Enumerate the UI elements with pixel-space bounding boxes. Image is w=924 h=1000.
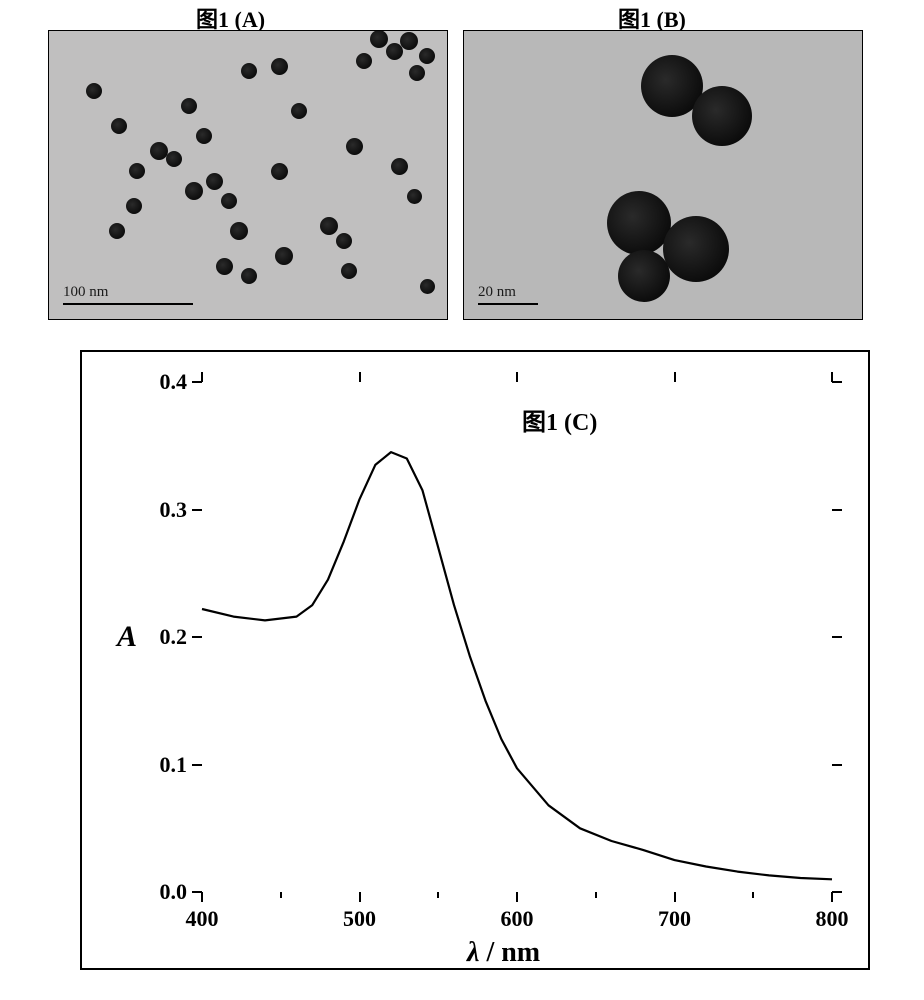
y-tick-right — [832, 636, 842, 638]
nanoparticle — [111, 118, 127, 134]
nanoparticle — [185, 182, 203, 200]
micrograph-b: 20 nm — [463, 30, 863, 320]
scalebar-b-line — [478, 303, 538, 305]
y-tick-label: 0.1 — [142, 752, 187, 778]
y-tick-right — [832, 381, 842, 383]
nanoparticle — [271, 58, 288, 75]
nanoparticle — [241, 63, 257, 79]
x-minor-tick — [437, 892, 439, 898]
scalebar-a-label: 100 nm — [63, 284, 193, 301]
x-tick — [831, 892, 833, 902]
y-tick-right — [832, 891, 842, 893]
nanoparticle — [291, 103, 307, 119]
x-tick — [674, 892, 676, 902]
x-tick-label: 800 — [816, 906, 849, 932]
y-tick — [192, 891, 202, 893]
nanoparticle — [419, 48, 435, 64]
nanoparticle — [341, 263, 357, 279]
x-tick-label: 600 — [501, 906, 534, 932]
plot-area: 4005006007008000.00.10.20.30.4 — [202, 382, 832, 892]
nanoparticle — [181, 98, 197, 114]
nanoparticle — [400, 32, 418, 50]
nanoparticle — [166, 151, 182, 167]
x-tick — [201, 892, 203, 902]
absorbance-curve — [202, 452, 832, 879]
y-tick — [192, 764, 202, 766]
x-tick-top — [359, 372, 361, 382]
scalebar-b-label: 20 nm — [478, 284, 538, 301]
y-tick-label: 0.0 — [142, 879, 187, 905]
nanoparticle — [356, 53, 372, 69]
nanoparticle — [275, 247, 293, 265]
nanoparticle — [221, 193, 237, 209]
x-tick-label: 400 — [186, 906, 219, 932]
x-tick — [516, 892, 518, 902]
x-axis-label: λ / nm — [467, 937, 540, 969]
micrograph-a: 100 nm — [48, 30, 448, 320]
nanoparticle — [216, 258, 233, 275]
nanoparticle — [607, 191, 671, 255]
nanoparticle — [370, 30, 388, 48]
nanoparticle — [241, 268, 257, 284]
y-tick-label: 0.3 — [142, 497, 187, 523]
nanoparticle — [109, 223, 125, 239]
scalebar-a: 100 nm — [63, 284, 193, 305]
nanoparticle — [618, 250, 670, 302]
nanoparticle — [271, 163, 288, 180]
y-axis-label: A — [117, 620, 137, 654]
scalebar-a-line — [63, 303, 193, 305]
nanoparticle — [386, 43, 403, 60]
nanoparticle — [230, 222, 248, 240]
nanoparticle — [663, 216, 729, 282]
x-tick-label: 500 — [343, 906, 376, 932]
nanoparticle — [391, 158, 408, 175]
nanoparticle — [407, 189, 422, 204]
y-tick-right — [832, 764, 842, 766]
nanoparticle — [692, 86, 752, 146]
nanoparticle — [336, 233, 352, 249]
nanoparticle — [129, 163, 145, 179]
x-tick-top — [516, 372, 518, 382]
nanoparticle — [196, 128, 212, 144]
nanoparticle — [346, 138, 363, 155]
x-minor-tick — [280, 892, 282, 898]
nanoparticle — [206, 173, 223, 190]
nanoparticle — [320, 217, 338, 235]
y-tick — [192, 509, 202, 511]
x-tick-top — [674, 372, 676, 382]
nanoparticle — [420, 279, 435, 294]
x-minor-tick — [595, 892, 597, 898]
nanoparticle — [86, 83, 102, 99]
y-tick — [192, 381, 202, 383]
spectrum-curve — [202, 382, 832, 892]
y-tick — [192, 636, 202, 638]
x-minor-tick — [752, 892, 754, 898]
chart-panel-c: 图1 (C) 4005006007008000.00.10.20.30.4 A … — [80, 350, 870, 970]
x-tick-label: 700 — [658, 906, 691, 932]
y-tick-label: 0.4 — [142, 369, 187, 395]
y-tick-right — [832, 509, 842, 511]
nanoparticle — [409, 65, 425, 81]
x-tick — [359, 892, 361, 902]
y-tick-label: 0.2 — [142, 624, 187, 650]
scalebar-b: 20 nm — [478, 284, 538, 305]
nanoparticle — [126, 198, 142, 214]
